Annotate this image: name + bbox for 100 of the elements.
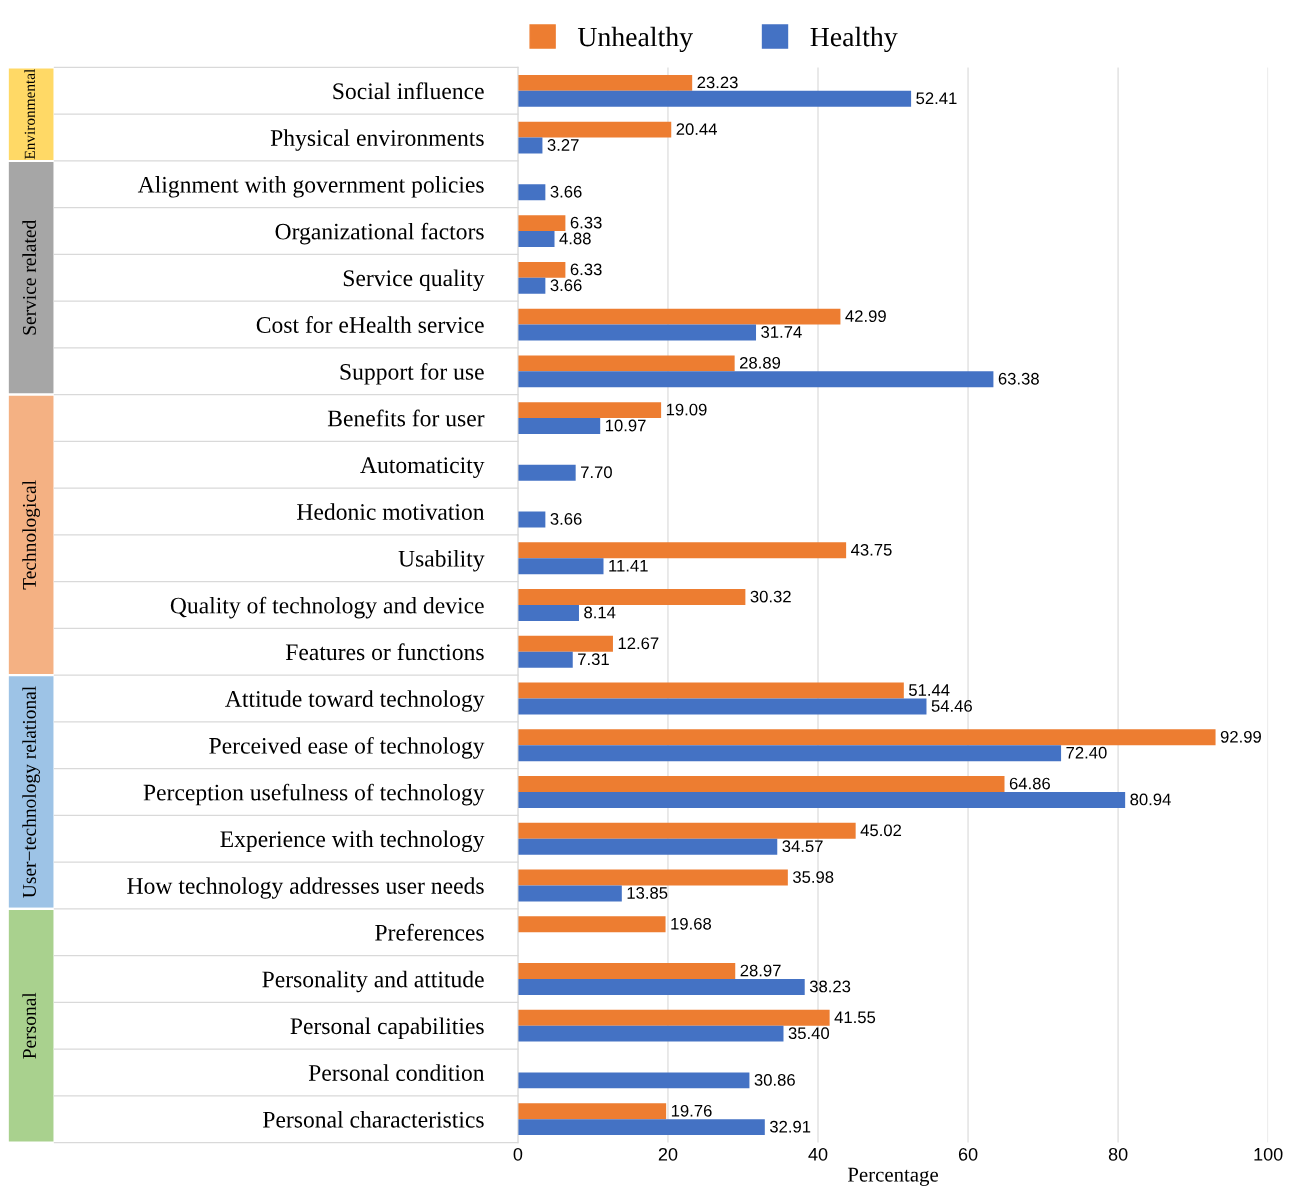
bar [517, 682, 904, 699]
y-tick-label: Support for use [340, 362, 484, 385]
text: Environmental [24, 69, 35, 160]
x-tick-label: 80 [1108, 1147, 1128, 1161]
data-label: 41.55 [834, 1011, 876, 1024]
x-tick-label: 100 [1254, 1147, 1283, 1161]
y-tick-label: Alignment with government policies [137, 176, 484, 198]
bar [517, 869, 788, 886]
bar [517, 90, 912, 107]
bar [517, 776, 1005, 792]
data-label: 64.86 [1009, 777, 1050, 790]
data-label: 12.67 [618, 637, 659, 650]
data-label: 38.23 [809, 980, 851, 993]
bar [517, 74, 693, 91]
y-tick-label: How technology addresses user needs [127, 877, 484, 899]
data-label: 45.02 [860, 824, 902, 837]
y-tick-label: Benefits for user [327, 409, 485, 427]
bar [517, 605, 579, 621]
bar [517, 215, 566, 232]
bar [517, 371, 994, 388]
bar [517, 1119, 765, 1136]
bar [517, 963, 736, 979]
data-label: 43.75 [851, 543, 892, 556]
bar [517, 698, 927, 715]
legend-label: Healthy [810, 26, 898, 53]
data-label: 35.40 [788, 1027, 830, 1040]
data-label: 7.31 [578, 653, 609, 666]
bar [517, 838, 778, 855]
x-tick-label: 40 [808, 1147, 828, 1161]
data-label: 19.09 [666, 403, 707, 416]
data-label: 72.40 [1066, 746, 1107, 759]
y-tick-label: Personal capabilities [290, 1017, 484, 1039]
data-label: 23.23 [697, 76, 738, 89]
bar [517, 729, 1216, 746]
data-label: 80.94 [1130, 793, 1171, 806]
x-tick-label: 0 [513, 1147, 523, 1161]
y-tick-label: Organizational factors [275, 222, 484, 245]
data-label: 3.66 [550, 185, 582, 198]
y-tick-label: Automaticity [360, 457, 485, 479]
text: Service related [22, 219, 37, 335]
text: Technological [22, 480, 40, 590]
data-label: 6.33 [570, 263, 602, 276]
data-label: 51.44 [909, 684, 950, 696]
y-tick-label: Attitude toward technology [225, 690, 485, 712]
y-tick-label: Social influence [333, 82, 484, 100]
bar [517, 558, 604, 575]
data-label: 30.32 [750, 590, 791, 603]
y-tick-label: Hedonic motivation [297, 503, 485, 520]
x-tick-label: 60 [958, 1147, 978, 1161]
bar [517, 916, 666, 933]
text: Personal [22, 992, 37, 1059]
bar [517, 261, 566, 278]
data-label: 13.85 [627, 887, 668, 899]
bar [517, 324, 757, 341]
bar [517, 651, 573, 668]
bar [517, 1072, 750, 1089]
bar [517, 184, 546, 201]
data-label: 7.70 [581, 466, 612, 479]
bar [517, 121, 672, 138]
bar [517, 418, 601, 434]
data-label: 32.91 [769, 1120, 811, 1133]
bar [517, 978, 805, 995]
bar [517, 355, 735, 372]
data-label: 28.97 [740, 964, 781, 977]
data-label: 10.97 [605, 419, 646, 432]
data-label: 28.89 [739, 356, 781, 369]
y-tick-label: Experience with technology [220, 830, 485, 853]
legend-label: Unhealthy [577, 26, 693, 53]
data-label: 11.41 [609, 559, 648, 572]
data-label: 3.66 [550, 513, 582, 525]
x-tick-label: 20 [658, 1147, 678, 1161]
bar [517, 635, 613, 652]
y-tick-label: Perception usefulness of technology [143, 783, 485, 806]
data-label: 20.44 [676, 123, 717, 136]
bar [517, 464, 576, 481]
bar [517, 1025, 784, 1042]
bar [517, 792, 1126, 808]
data-label: 6.33 [570, 216, 602, 229]
data-label: 3.66 [550, 279, 582, 292]
data-label: 42.99 [845, 310, 886, 322]
bar [517, 745, 1062, 762]
bar [517, 308, 841, 325]
y-tick-label: Personal characteristics [263, 1111, 484, 1128]
bar [517, 231, 555, 247]
bar [517, 885, 622, 902]
bar [517, 822, 856, 839]
y-tick-label: Cost for eHealth service [256, 316, 484, 333]
data-label: 4.88 [559, 232, 591, 245]
y-tick-label: Perceived ease of technology [209, 736, 485, 759]
data-label: 92.99 [1220, 730, 1261, 743]
y-tick-label: Quality of technology and device [170, 596, 484, 619]
y-tick-label: Personality and attitude [262, 970, 484, 993]
y-tick-label: Service quality [343, 269, 485, 292]
data-label: 63.38 [998, 372, 1039, 385]
data-label: 8.14 [584, 606, 616, 619]
data-label: 35.98 [792, 871, 834, 883]
bar [517, 1009, 830, 1026]
y-tick-label: Features or functions [285, 643, 484, 661]
data-label: 52.41 [916, 92, 957, 105]
bar [517, 402, 662, 419]
